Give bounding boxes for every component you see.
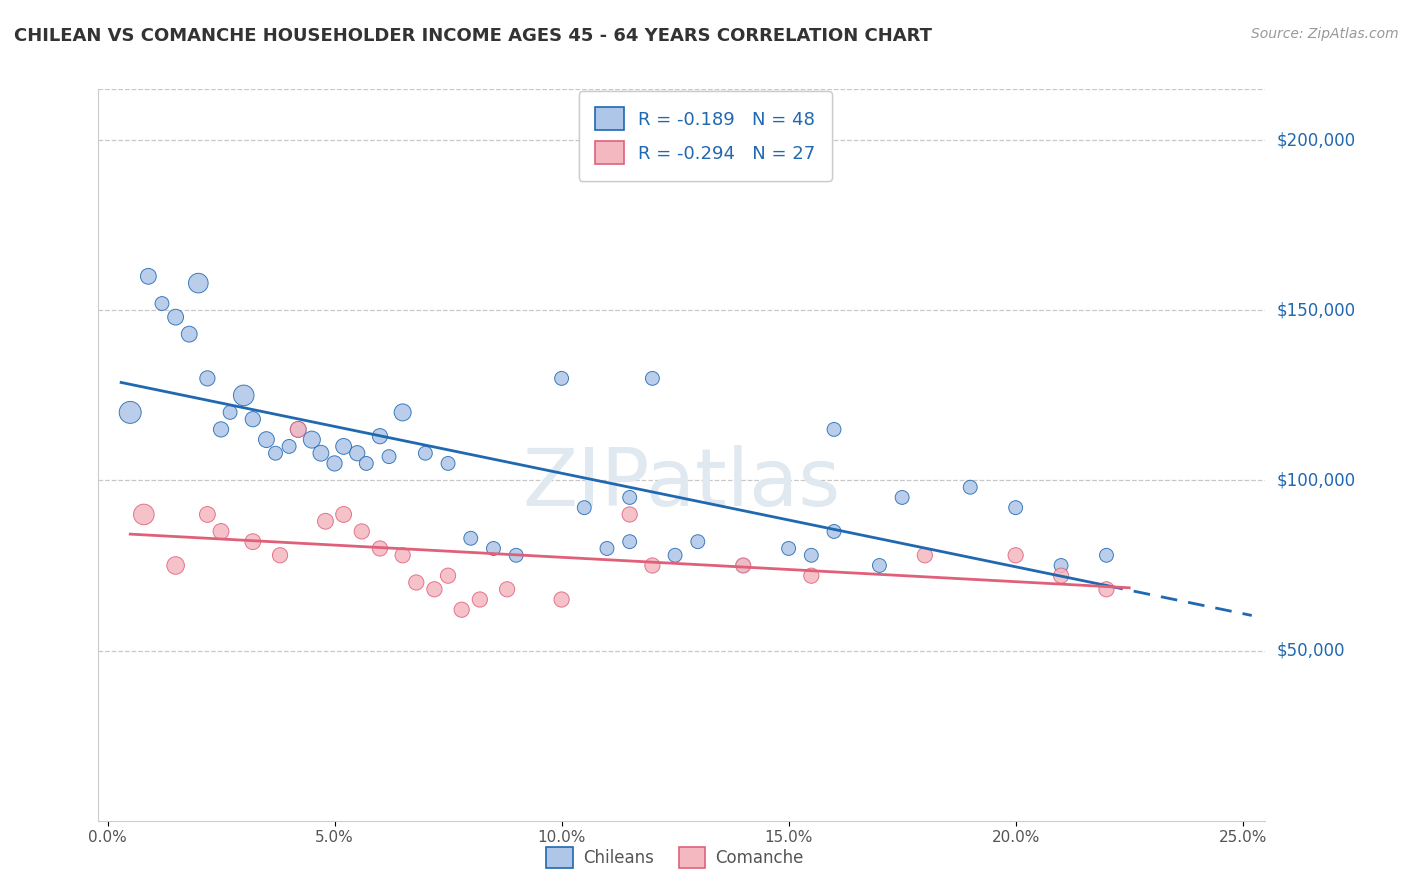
Point (309, 446, 332, 460)
Point (1050, 568, 1073, 582)
Point (468, 592, 491, 607)
Point (368, 429, 391, 443)
Point (664, 549, 686, 563)
Point (891, 491, 914, 505)
Point (219, 405, 242, 419)
Point (868, 558, 890, 573)
Legend: R = -0.189   N = 48, R = -0.294   N = 27: R = -0.189 N = 48, R = -0.294 N = 27 (579, 91, 832, 181)
Point (346, 446, 368, 460)
Point (165, 310, 187, 325)
Point (350, 524, 373, 539)
Point (187, 276, 209, 290)
Point (596, 541, 619, 556)
Point (138, 269, 160, 284)
Point (242, 534, 264, 549)
Point (132, 508, 155, 522)
Text: CHILEAN VS COMANCHE HOUSEHOLDER INCOME AGES 45 - 64 YEARS CORRELATION CHART: CHILEAN VS COMANCHE HOUSEHOLDER INCOME A… (14, 27, 932, 45)
Point (1095, 582, 1118, 597)
Point (120, 405, 142, 419)
Point (405, 575, 427, 590)
Point (574, 500, 596, 515)
Point (1050, 558, 1073, 573)
Point (733, 558, 755, 573)
Point (278, 439, 301, 453)
Point (800, 568, 823, 582)
Point (800, 549, 823, 563)
Point (450, 603, 472, 617)
Point (209, 524, 232, 539)
Point (1004, 549, 1026, 563)
Point (482, 541, 505, 556)
Point (733, 558, 755, 573)
Point (914, 549, 936, 563)
Point (641, 371, 664, 385)
Point (460, 531, 482, 545)
Point (209, 422, 232, 436)
Point (437, 568, 460, 582)
Point (686, 534, 709, 549)
Point (415, 446, 437, 460)
Point (1004, 500, 1026, 515)
Point (391, 405, 413, 419)
Point (197, 371, 219, 385)
Point (301, 433, 323, 447)
Point (232, 388, 254, 402)
Point (641, 558, 664, 573)
Point (264, 446, 287, 460)
Point (368, 541, 391, 556)
Point (150, 296, 173, 310)
Text: $100,000: $100,000 (1277, 472, 1355, 490)
Point (1095, 549, 1118, 563)
Text: Source: ZipAtlas.com: Source: ZipAtlas.com (1251, 27, 1399, 41)
Text: $200,000: $200,000 (1277, 131, 1355, 149)
Point (823, 524, 845, 539)
Point (505, 549, 527, 563)
Point (619, 508, 641, 522)
Point (356, 457, 378, 471)
Point (619, 534, 641, 549)
Point (778, 541, 800, 556)
Point (550, 592, 572, 607)
Point (437, 457, 460, 471)
Point (423, 582, 446, 597)
Point (391, 549, 413, 563)
Point (269, 549, 291, 563)
Point (959, 480, 981, 494)
Point (287, 422, 309, 436)
Point (287, 422, 309, 436)
Point (323, 457, 346, 471)
Text: $50,000: $50,000 (1277, 641, 1346, 659)
Point (619, 491, 641, 505)
Point (496, 582, 519, 597)
Point (314, 514, 336, 528)
Point (332, 508, 354, 522)
Point (165, 558, 187, 573)
Text: $150,000: $150,000 (1277, 301, 1355, 319)
Point (242, 412, 264, 426)
Point (179, 327, 201, 342)
Point (254, 433, 277, 447)
Point (823, 422, 845, 436)
Point (378, 450, 401, 464)
Point (197, 508, 219, 522)
Legend: Chileans, Comanche: Chileans, Comanche (540, 840, 810, 875)
Text: ZIPatlas: ZIPatlas (523, 445, 841, 524)
Point (332, 439, 354, 453)
Point (550, 371, 572, 385)
